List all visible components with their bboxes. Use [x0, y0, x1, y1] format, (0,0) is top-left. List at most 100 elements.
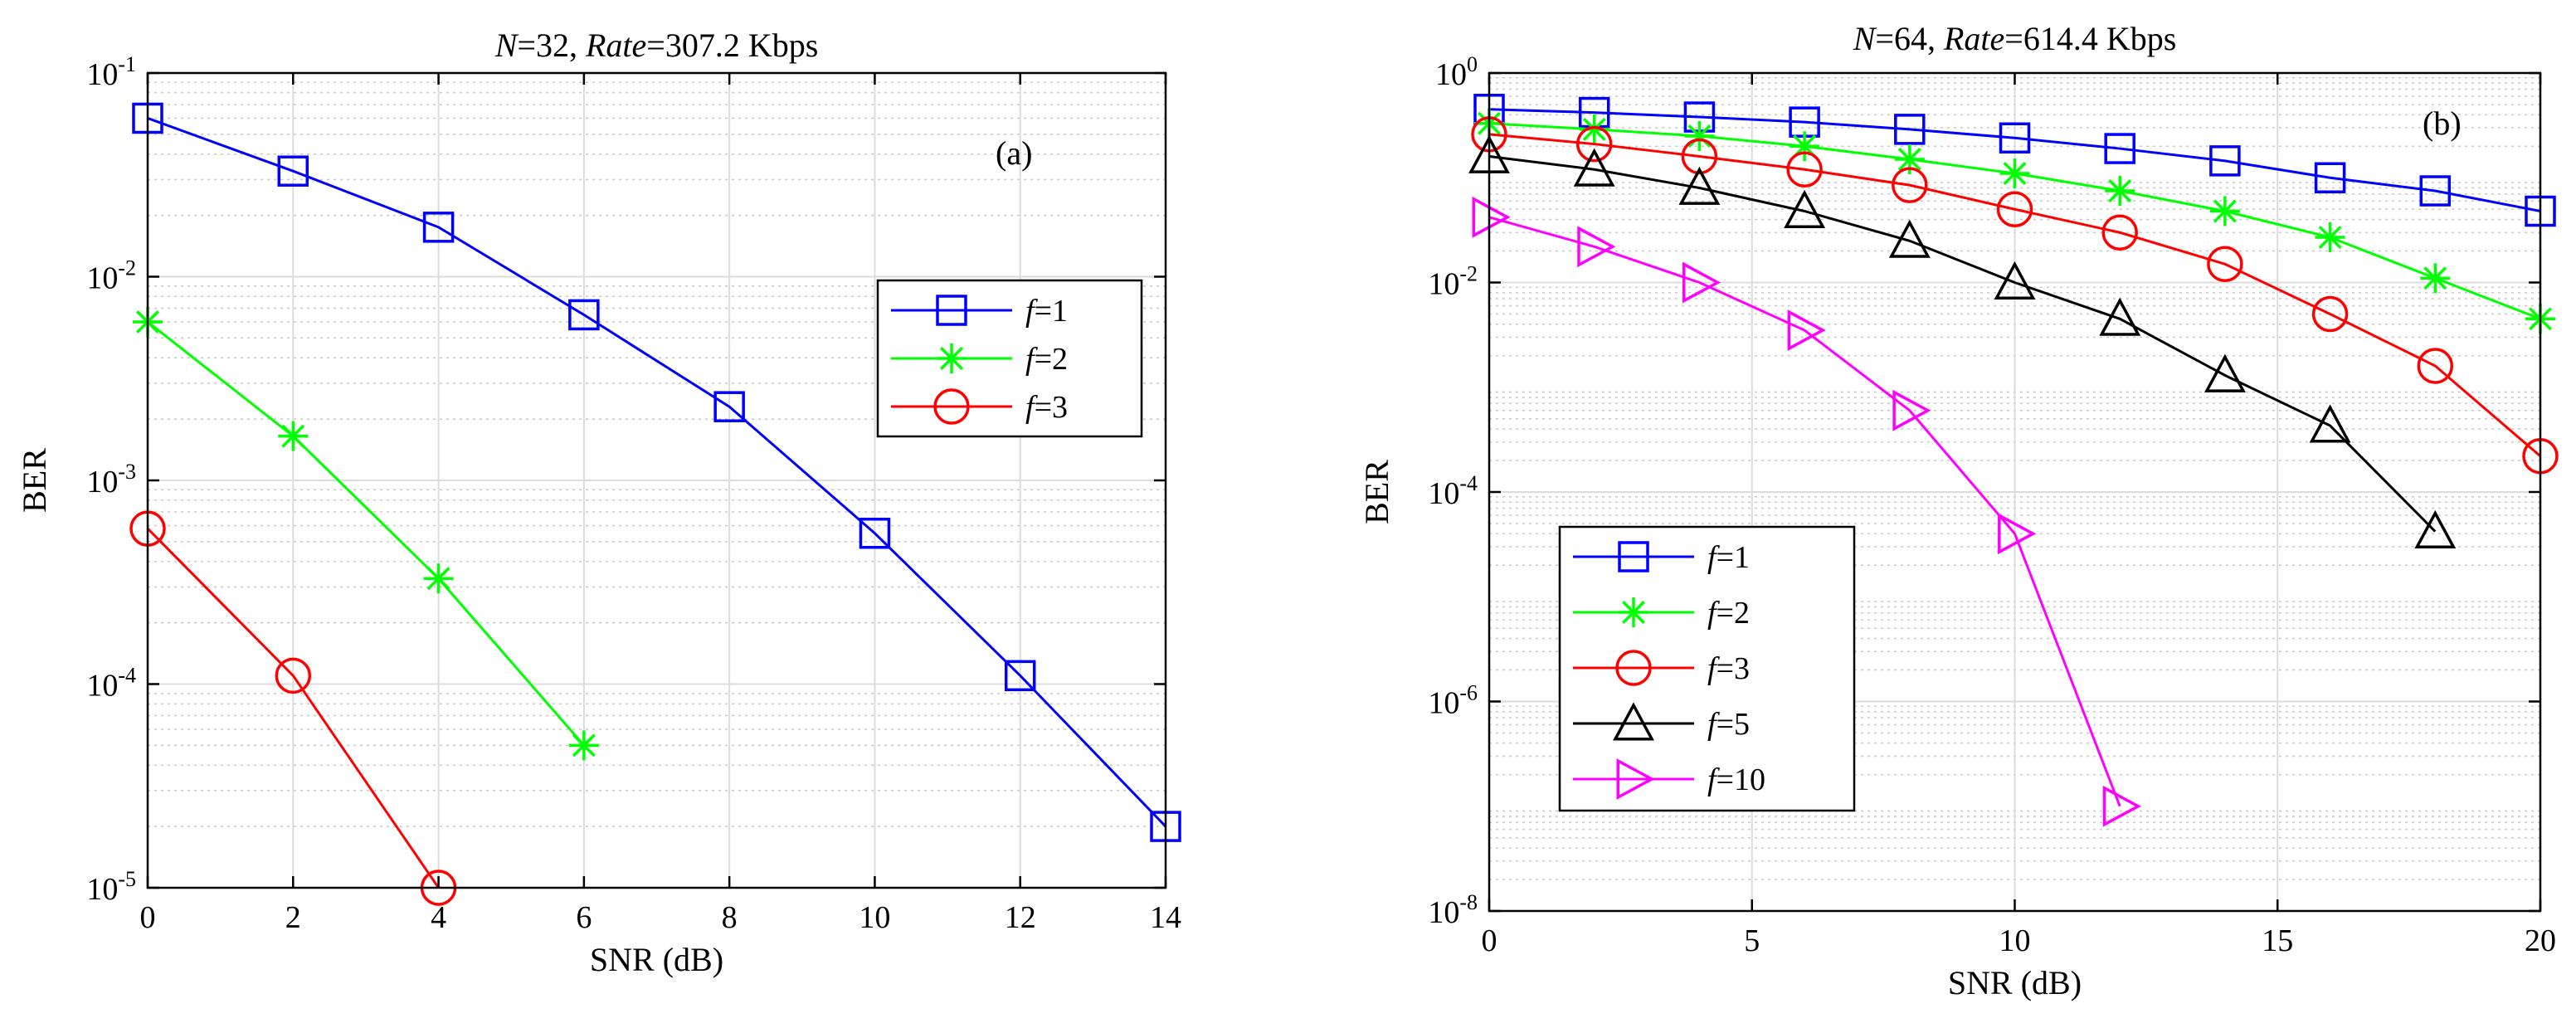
data-point — [1684, 121, 1715, 152]
data-point — [2315, 222, 2345, 253]
data-point — [1787, 309, 1826, 351]
x-tick-label: 8 — [722, 900, 738, 935]
legend-item: f=1 — [1573, 540, 1750, 575]
data-point — [2414, 509, 2457, 549]
series-line — [1488, 154, 2437, 533]
legend-item: f=10 — [1573, 758, 1765, 800]
legend-marker — [933, 388, 970, 425]
y-tick-label: 10-4 — [1428, 471, 1478, 511]
y-tick-label: 10-2 — [1428, 262, 1478, 302]
data-point — [1994, 261, 2036, 300]
data-point — [275, 657, 312, 694]
x-tick-label: 10 — [859, 900, 890, 935]
legend-label: f=3 — [1025, 390, 1068, 425]
data-point — [568, 299, 600, 331]
data-point — [2104, 133, 2135, 164]
series-line — [147, 320, 585, 747]
legend: f=1 f=2 f=3 — [876, 279, 1143, 438]
legend-item: f=2 — [891, 342, 1068, 377]
x-axis-label: SNR (dB) — [1948, 964, 2082, 1001]
data-point — [2309, 404, 2351, 443]
legend-marker — [1615, 650, 1652, 686]
y-tick-label: 100 — [1435, 52, 1478, 92]
y-tick-label: 10-3 — [86, 460, 136, 499]
data-point — [2419, 175, 2452, 207]
data-point — [2101, 214, 2138, 251]
legend-label: f=10 — [1707, 762, 1765, 797]
legend-label: f=3 — [1707, 651, 1750, 686]
data-point — [1888, 219, 1931, 258]
y-tick-label: 10-4 — [86, 664, 136, 704]
x-tick-label: 12 — [1005, 900, 1036, 935]
data-point — [422, 212, 455, 243]
data-point — [1786, 151, 1823, 188]
panel-tag: (b) — [2423, 105, 2462, 142]
data-point — [1999, 158, 2030, 189]
data-point — [2311, 295, 2349, 333]
x-tick-label: 20 — [2525, 923, 2556, 958]
x-tick-label: 14 — [1150, 900, 1181, 935]
data-point — [2209, 145, 2241, 177]
legend-item: f=3 — [1573, 650, 1750, 686]
y-axis-label: BER — [1358, 460, 1395, 524]
legend-marker — [1613, 702, 1654, 741]
data-point — [278, 421, 309, 451]
x-tick-label: 6 — [576, 900, 592, 935]
chart-title: N=32, Rate=307.2 Kbps — [494, 27, 819, 64]
series-line — [1488, 216, 2121, 807]
x-tick-label: 15 — [2262, 923, 2293, 958]
data-point — [2207, 246, 2243, 283]
data-point — [1678, 166, 1721, 205]
legend-label: f=2 — [1025, 342, 1068, 377]
chart-title: N=64, Rate=614.4 Kbps — [1853, 20, 2177, 57]
series-f10 — [1472, 196, 2141, 827]
x-axis-label: SNR (dB) — [590, 941, 723, 978]
legend: f=1 f=2 f=3 f=5 f=10 — [1558, 525, 1856, 812]
x-tick-label: 10 — [1999, 923, 2031, 958]
data-point — [1681, 138, 1718, 175]
panel-tag: (a) — [996, 134, 1032, 172]
y-tick-label: 10-8 — [1428, 890, 1478, 930]
y-tick-label: 10-2 — [86, 256, 136, 296]
legend-label: f=1 — [1707, 540, 1750, 575]
series-line — [1488, 108, 2541, 212]
legend-label: f=5 — [1707, 707, 1750, 742]
data-point — [1892, 389, 1931, 431]
legend-marker — [1616, 758, 1655, 800]
y-axis-label: BER — [16, 448, 53, 513]
data-point — [1004, 660, 1036, 692]
data-point — [2209, 196, 2240, 227]
legend-item: f=2 — [1573, 596, 1750, 631]
data-point — [2102, 785, 2141, 827]
data-point — [859, 517, 891, 549]
data-point — [2105, 176, 2135, 207]
data-point — [1996, 191, 2033, 228]
data-point — [2420, 263, 2451, 294]
data-point — [1998, 513, 2037, 555]
data-point — [1784, 189, 1826, 228]
series-line — [147, 117, 1167, 828]
series-f5 — [1468, 134, 2457, 549]
data-point — [1575, 125, 1613, 163]
data-point — [1999, 122, 2031, 153]
legend-item: f=5 — [1573, 702, 1750, 742]
x-tick-label: 0 — [1482, 923, 1497, 958]
data-point — [1682, 261, 1721, 304]
y-tick-label: 10-5 — [86, 867, 136, 907]
x-tick-label: 2 — [285, 900, 301, 935]
data-point — [423, 563, 454, 594]
data-point — [2203, 353, 2246, 392]
legend-label: f=1 — [1025, 294, 1068, 329]
data-point — [277, 155, 309, 187]
series-line — [1488, 133, 2541, 457]
legend-item: f=1 — [891, 294, 1068, 329]
legend-label: f=2 — [1707, 596, 1750, 631]
panel-a-chart: 0 2 4 6 8 10 12 14 10-5 10-4 10-3 10-2 10-1 SNR (dB) B… — [16, 27, 1181, 978]
data-point — [1573, 148, 1615, 187]
data-point — [713, 391, 745, 422]
data-point — [2314, 162, 2346, 193]
data-point — [1472, 196, 1511, 238]
series-line — [146, 528, 440, 889]
x-tick-label: 5 — [1744, 923, 1760, 958]
